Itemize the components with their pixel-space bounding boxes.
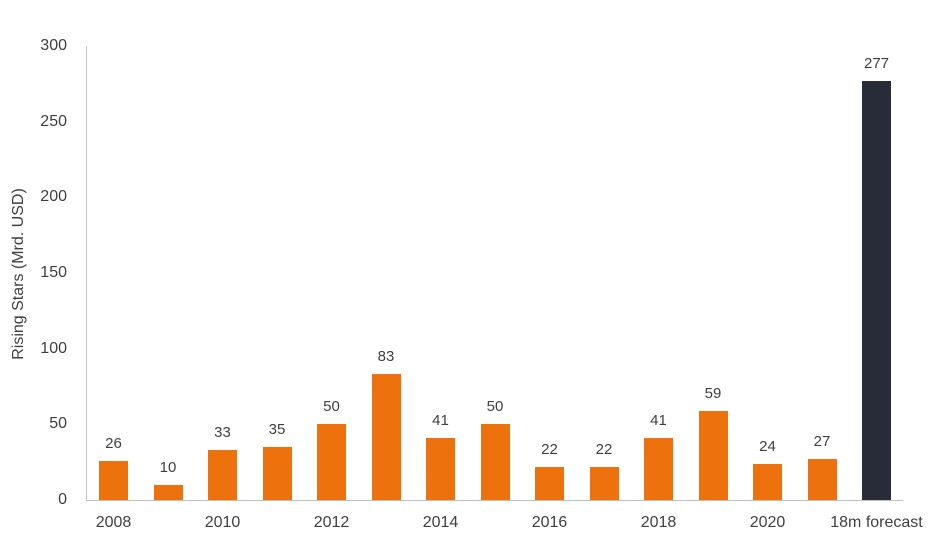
bar-value-label: 33 <box>214 424 231 442</box>
bar-value-label: 41 <box>650 411 667 429</box>
y-tick-label: 100 <box>40 339 67 357</box>
bar-value-label: 22 <box>541 440 558 458</box>
bar-2008 <box>99 460 128 500</box>
bar-2011 <box>262 447 292 500</box>
x-tick-label: 2016 <box>531 514 568 531</box>
bar-value-label: 24 <box>759 437 776 455</box>
bar-value-label: 41 <box>432 411 449 429</box>
bar-2020 <box>753 463 782 500</box>
x-tick-label: 2014 <box>422 514 459 531</box>
x-tick-label: 2008 <box>95 514 132 531</box>
y-axis-line <box>86 46 87 501</box>
bar-value-label: 50 <box>323 398 340 416</box>
bar-value-label: 35 <box>268 421 286 439</box>
bar-2012 <box>317 424 346 500</box>
y-tick-label: 50 <box>49 415 67 433</box>
y-tick-label: 250 <box>40 112 67 130</box>
y-tick-label: 200 <box>40 188 67 206</box>
bar-18m-forecast <box>862 80 891 500</box>
bar-2016 <box>535 466 564 500</box>
bar-value-label: 26 <box>105 434 122 452</box>
bar-value-label: 22 <box>595 440 613 458</box>
bar-2019 <box>698 410 728 500</box>
bar-2017 <box>589 466 619 500</box>
x-tick-label: 2020 <box>749 514 786 531</box>
bar-2015 <box>480 424 510 500</box>
x-tick-label: 2012 <box>313 514 350 531</box>
x-tick-label: 18m forecast <box>830 514 923 531</box>
bar-value-label: 59 <box>704 384 722 402</box>
bar-2021 <box>807 459 837 500</box>
bar-value-label: 10 <box>159 458 177 476</box>
y-tick-label: 300 <box>40 37 67 54</box>
bar-2009 <box>153 484 183 500</box>
bar-value-label: 83 <box>377 348 395 366</box>
x-tick-label: 2018 <box>640 514 677 531</box>
bar-value-label: 27 <box>813 433 831 451</box>
x-axis-line <box>86 500 903 501</box>
bar-value-label: 277 <box>863 54 890 72</box>
bar-2018 <box>644 437 673 500</box>
bar-2013 <box>371 374 401 500</box>
bar-value-label: 50 <box>486 398 504 416</box>
y-tick-label: 0 <box>58 491 67 508</box>
bar-2014 <box>426 437 455 500</box>
bar-2010 <box>208 450 237 500</box>
x-tick-label: 2010 <box>204 514 241 531</box>
y-tick-label: 150 <box>40 264 67 281</box>
